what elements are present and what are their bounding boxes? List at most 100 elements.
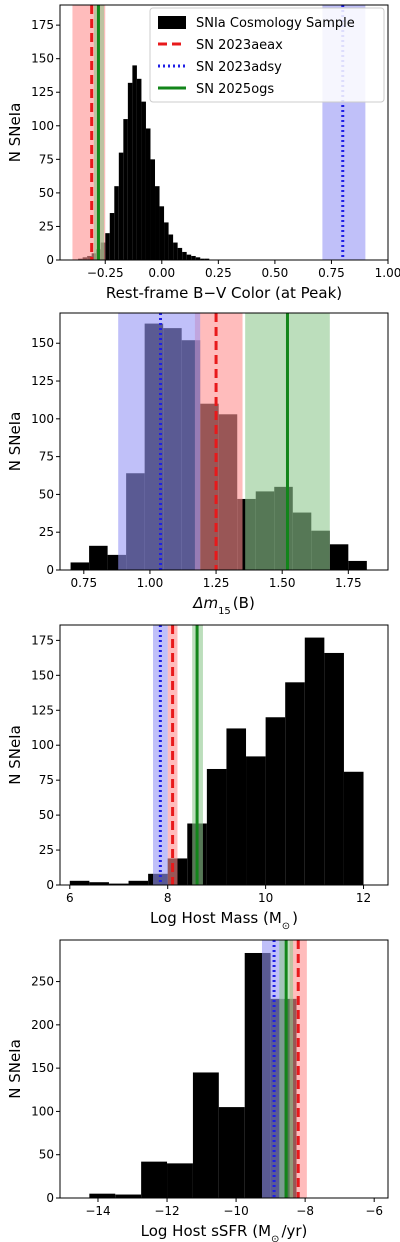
- y-tick-label: 75: [39, 450, 54, 464]
- histogram-bar: [150, 159, 156, 260]
- x-tick-label: 12: [356, 891, 371, 905]
- histogram-bar: [192, 1072, 219, 1198]
- panel-3: 6 8 10 12 0 25 50 75 100 125 150 175 Log Host Mass (…: [6, 624, 389, 932]
- plot-area: [89, 940, 307, 1198]
- y-axis-label: N SNeIa: [6, 1039, 24, 1099]
- histogram-bar: [123, 119, 128, 260]
- histogram-bar: [177, 247, 183, 260]
- x-tick-label: −0.25: [87, 266, 124, 280]
- legend-swatch-sample: [158, 16, 186, 29]
- histogram-bar: [141, 1161, 168, 1198]
- axes-frame: [59, 939, 389, 1199]
- x-tick-label: 0.50: [262, 266, 289, 280]
- y-tick-label: 75: [39, 773, 54, 787]
- x-tick-label: −8: [296, 1204, 314, 1218]
- band-sn-2023adsy: [118, 313, 201, 570]
- histogram-bar: [70, 562, 90, 570]
- x-tick-label: 0.75: [70, 576, 97, 590]
- histogram-bar: [186, 254, 192, 260]
- y-tick-label: 150: [31, 52, 54, 66]
- x-tick-label: −6: [365, 1204, 383, 1218]
- x-tick-label: 1.75: [335, 576, 362, 590]
- histogram-bar: [191, 255, 196, 260]
- histogram-bar: [167, 1163, 193, 1198]
- histogram-bar: [69, 880, 90, 885]
- plot-area: [70, 313, 367, 570]
- histogram-bar: [89, 545, 108, 570]
- y-tick-label: 175: [31, 633, 54, 647]
- panel-1: −0.25 0.00 0.25 0.50 0.75 1.00 0 25 50 75 100 125 15…: [6, 4, 400, 302]
- histogram-bar: [218, 1107, 245, 1198]
- x-axis-label: Log Host sSFR (M⊙/yr): [141, 1222, 308, 1242]
- y-tick-label: 0: [46, 1191, 54, 1205]
- histogram-bar: [195, 257, 201, 260]
- histogram-bar: [128, 880, 149, 885]
- legend-box: [149, 7, 385, 103]
- y-axis-label: N SNeIa: [6, 412, 24, 472]
- histogram-bar: [115, 1194, 142, 1198]
- legend-label: SN 2023adsy: [196, 60, 282, 75]
- y-tick-label: 125: [31, 703, 54, 717]
- histogram-bar: [132, 65, 137, 260]
- panel-4: −14 −12 −10 −8 −6 0 50 100 150 200 250 Log Host sSF…: [6, 939, 389, 1242]
- x-tick-label: 0.75: [318, 266, 345, 280]
- x-tick-label: 6: [66, 891, 74, 905]
- x-tick-label: 0.00: [148, 266, 175, 280]
- y-tick-label: 0: [46, 253, 54, 267]
- y-tick-label: 25: [39, 525, 54, 539]
- y-tick-label: 250: [31, 975, 54, 989]
- histogram-bar: [164, 222, 169, 260]
- x-tick-label: 1.00: [137, 576, 164, 590]
- x-tick-label: 8: [164, 891, 172, 905]
- x-tick-label: 10: [258, 891, 273, 905]
- x-axis-label: Δm15 (B): [192, 594, 255, 617]
- histogram-bar: [89, 882, 109, 885]
- histogram-bar: [173, 242, 178, 260]
- histogram-bar: [348, 560, 367, 570]
- band-sn-2023aeax: [194, 313, 243, 570]
- y-tick-label: 175: [31, 18, 54, 32]
- y-tick-label: 125: [31, 85, 54, 99]
- y-tick-label: 50: [39, 186, 54, 200]
- legend-label: SNIa Cosmology Sample: [196, 16, 355, 31]
- histogram-bar: [206, 768, 227, 885]
- x-axis-label: Log Host Mass (M⊙): [150, 909, 298, 932]
- histogram-bar: [304, 637, 325, 885]
- histogram-bar: [285, 682, 305, 885]
- x-tick-label: −14: [85, 1204, 110, 1218]
- histogram-bar: [226, 728, 247, 885]
- legend-label: SN 2025ogs: [196, 82, 274, 97]
- y-tick-label: 100: [31, 119, 54, 133]
- y-tick-label: 150: [31, 1061, 54, 1075]
- histogram-bar: [118, 152, 124, 260]
- y-tick-label: 25: [39, 219, 54, 233]
- axes-frame: [59, 624, 389, 886]
- y-tick-label: 25: [39, 843, 54, 857]
- histogram-bar: [204, 258, 210, 260]
- histogram-bar: [109, 213, 115, 260]
- y-tick-label: 200: [31, 1018, 54, 1032]
- x-tick-label: −12: [154, 1204, 179, 1218]
- histogram-bar: [200, 258, 205, 260]
- histogram-bar: [343, 771, 364, 885]
- y-tick-label: 150: [31, 668, 54, 682]
- y-tick-label: 100: [31, 738, 54, 752]
- x-tick-label: 1.00: [375, 266, 400, 280]
- y-tick-label: 100: [31, 412, 54, 426]
- y-axis-label: N SNeIa: [6, 725, 24, 785]
- x-tick-label: 1.50: [269, 576, 296, 590]
- histogram-bar: [136, 78, 142, 260]
- histogram-bar: [127, 82, 133, 260]
- histogram-bar: [155, 186, 160, 260]
- histogram-bar: [145, 128, 151, 260]
- y-tick-label: 50: [39, 1148, 54, 1162]
- panel-2: 0.75 1.00 1.25 1.50 1.75 0 25 50 75 100 125 150 Δm15…: [6, 312, 389, 617]
- histogram-bar: [182, 251, 187, 260]
- x-tick-label: −10: [223, 1204, 248, 1218]
- histogram-bar: [114, 186, 119, 260]
- axes-frame: [59, 312, 389, 571]
- x-tick-label: 0.25: [205, 266, 232, 280]
- histogram-bar: [168, 234, 174, 260]
- histogram-bar: [105, 233, 110, 260]
